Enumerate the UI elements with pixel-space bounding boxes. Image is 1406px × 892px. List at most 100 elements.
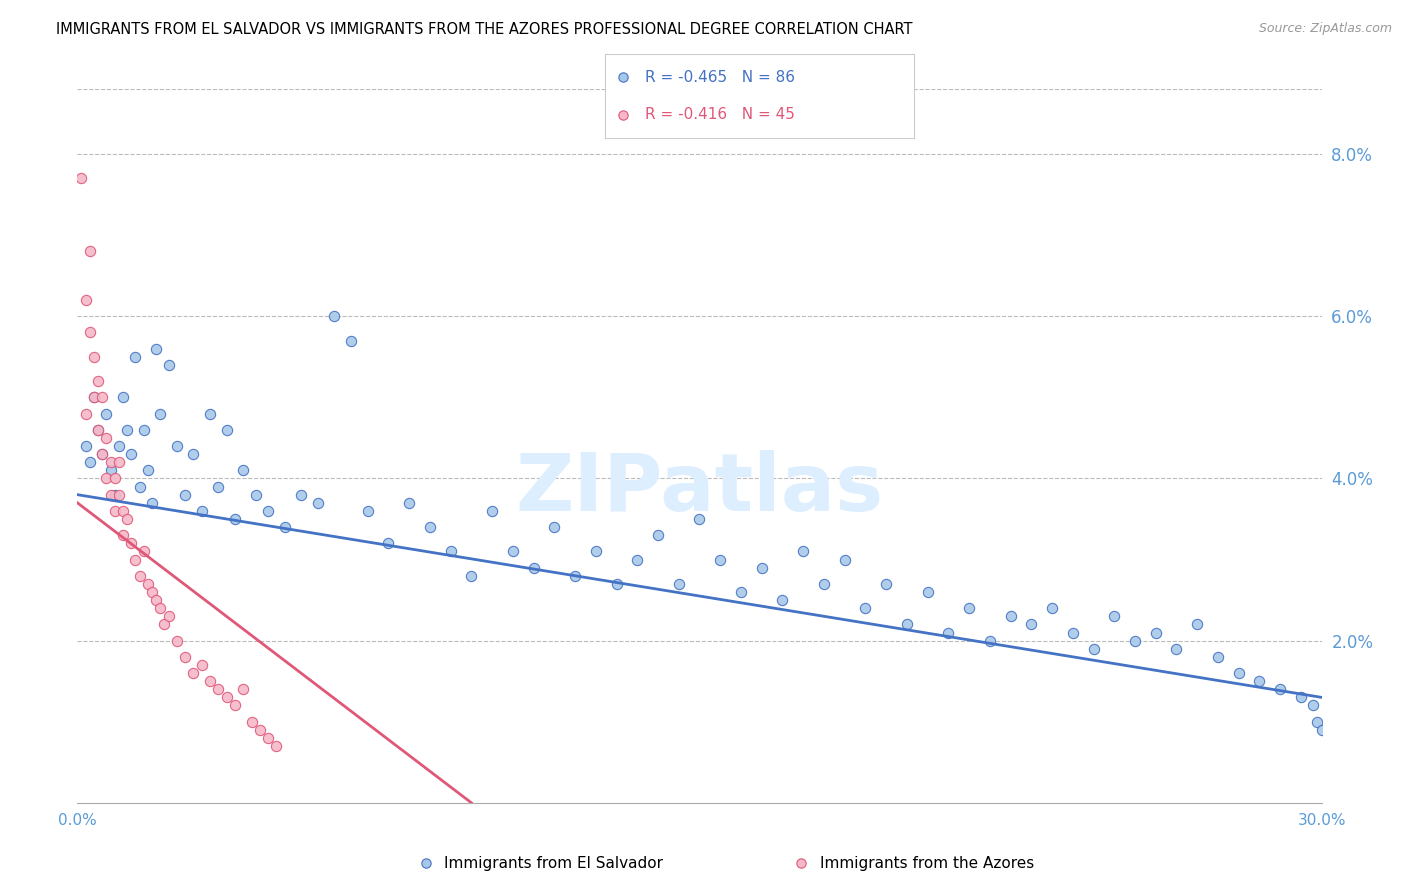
- Text: IMMIGRANTS FROM EL SALVADOR VS IMMIGRANTS FROM THE AZORES PROFESSIONAL DEGREE CO: IMMIGRANTS FROM EL SALVADOR VS IMMIGRANT…: [56, 22, 912, 37]
- Point: [460, 568, 482, 582]
- Point: [70, 171, 93, 186]
- Point: [120, 536, 142, 550]
- Point: [938, 625, 960, 640]
- Point: [730, 585, 752, 599]
- Point: [91, 390, 114, 404]
- Point: [96, 431, 118, 445]
- Point: [585, 544, 607, 558]
- Point: [136, 463, 159, 477]
- Text: Immigrants from El Salvador: Immigrants from El Salvador: [444, 856, 664, 871]
- Point: [1310, 723, 1333, 737]
- Point: [415, 856, 437, 871]
- Point: [108, 439, 131, 453]
- Point: [111, 504, 134, 518]
- Text: Source: ZipAtlas.com: Source: ZipAtlas.com: [1258, 22, 1392, 36]
- Point: [523, 560, 546, 574]
- Point: [166, 439, 188, 453]
- Point: [108, 455, 131, 469]
- Point: [87, 423, 110, 437]
- Point: [83, 350, 105, 364]
- Point: [668, 577, 690, 591]
- Point: [83, 390, 105, 404]
- Point: [100, 455, 122, 469]
- Point: [132, 423, 155, 437]
- Point: [1040, 601, 1063, 615]
- Point: [612, 70, 634, 85]
- Point: [191, 657, 214, 672]
- Point: [232, 463, 254, 477]
- Point: [1144, 625, 1167, 640]
- Point: [1306, 714, 1329, 729]
- Point: [183, 447, 205, 461]
- Point: [357, 504, 380, 518]
- Point: [689, 512, 711, 526]
- Point: [647, 528, 669, 542]
- Point: [75, 407, 97, 421]
- Point: [87, 374, 110, 388]
- Point: [307, 496, 329, 510]
- Point: [136, 577, 159, 591]
- Point: [115, 423, 138, 437]
- Point: [249, 723, 271, 737]
- Point: [245, 488, 267, 502]
- Point: [149, 601, 172, 615]
- Point: [1227, 666, 1250, 681]
- Point: [1249, 674, 1271, 689]
- Point: [207, 682, 229, 697]
- Point: [1104, 609, 1126, 624]
- Point: [1289, 690, 1312, 705]
- Text: Immigrants from the Azores: Immigrants from the Azores: [820, 856, 1033, 871]
- Point: [91, 447, 114, 461]
- Point: [141, 496, 163, 510]
- Point: [174, 488, 197, 502]
- Point: [96, 471, 118, 485]
- Point: [166, 633, 188, 648]
- Point: [157, 358, 180, 372]
- Point: [198, 407, 221, 421]
- Point: [481, 504, 503, 518]
- Point: [257, 731, 280, 745]
- Point: [340, 334, 363, 348]
- Text: R = -0.465   N = 86: R = -0.465 N = 86: [645, 70, 794, 85]
- Point: [440, 544, 463, 558]
- Point: [100, 488, 122, 502]
- Point: [1206, 649, 1229, 664]
- Point: [772, 593, 794, 607]
- Point: [1000, 609, 1022, 624]
- Point: [75, 439, 97, 453]
- Point: [104, 488, 127, 502]
- Point: [104, 471, 127, 485]
- Text: R = -0.416   N = 45: R = -0.416 N = 45: [645, 107, 794, 122]
- Point: [115, 512, 138, 526]
- Point: [875, 577, 897, 591]
- Point: [100, 463, 122, 477]
- Point: [274, 520, 297, 534]
- Point: [979, 633, 1001, 648]
- Point: [96, 407, 118, 421]
- Point: [896, 617, 918, 632]
- Point: [108, 488, 131, 502]
- Point: [917, 585, 939, 599]
- Point: [257, 504, 280, 518]
- Point: [855, 601, 877, 615]
- Point: [79, 455, 101, 469]
- Point: [1270, 682, 1292, 697]
- Point: [141, 585, 163, 599]
- Point: [1302, 698, 1324, 713]
- Point: [145, 342, 167, 356]
- Point: [240, 714, 263, 729]
- Point: [153, 617, 176, 632]
- Point: [1187, 617, 1209, 632]
- Point: [957, 601, 980, 615]
- Point: [87, 423, 110, 437]
- Point: [91, 447, 114, 461]
- Point: [377, 536, 399, 550]
- Point: [709, 552, 731, 566]
- Point: [1083, 641, 1105, 656]
- Text: ZIPatlas: ZIPatlas: [516, 450, 883, 528]
- Point: [232, 682, 254, 697]
- Point: [564, 568, 586, 582]
- Point: [149, 407, 172, 421]
- Point: [124, 350, 146, 364]
- Point: [132, 544, 155, 558]
